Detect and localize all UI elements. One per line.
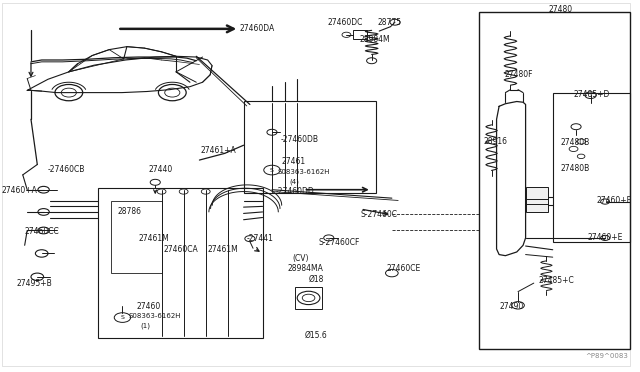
- Bar: [479, 12, 630, 349]
- Text: 27460CE: 27460CE: [387, 264, 421, 273]
- Text: 27495+B: 27495+B: [17, 279, 52, 288]
- Text: 28984MA: 28984MA: [288, 264, 324, 273]
- Text: 27460DC: 27460DC: [328, 18, 363, 27]
- Bar: [244, 101, 376, 193]
- Bar: [99, 188, 262, 338]
- Bar: [353, 30, 367, 39]
- Text: S-27460CF: S-27460CF: [318, 238, 360, 247]
- Text: 27440: 27440: [149, 165, 173, 174]
- Text: 27461M: 27461M: [138, 234, 169, 243]
- Text: 27480: 27480: [548, 6, 572, 15]
- Text: (1): (1): [141, 323, 151, 329]
- Text: -27441: -27441: [247, 234, 274, 243]
- Text: S08363-6162H: S08363-6162H: [128, 314, 180, 320]
- Text: 27460+F: 27460+F: [597, 196, 632, 205]
- Text: 27460+A: 27460+A: [2, 186, 38, 195]
- Text: S08363-6162H: S08363-6162H: [277, 169, 330, 175]
- Text: S: S: [120, 315, 124, 320]
- Text: Ø18: Ø18: [308, 275, 324, 284]
- Text: (CV): (CV): [292, 254, 308, 263]
- Text: 27461+A: 27461+A: [201, 146, 236, 155]
- Text: 27460DA: 27460DA: [239, 24, 275, 33]
- Text: Ø15.6: Ø15.6: [305, 330, 328, 340]
- Text: 27490: 27490: [499, 302, 524, 311]
- Text: -27460DD: -27460DD: [275, 187, 314, 196]
- Text: 27460: 27460: [136, 302, 161, 311]
- Bar: [553, 93, 630, 241]
- Text: -27460CB: -27460CB: [48, 165, 85, 174]
- Text: 27485+C: 27485+C: [538, 276, 574, 285]
- Text: 28916: 28916: [483, 137, 508, 146]
- Text: 27485+D: 27485+D: [573, 90, 610, 99]
- Text: 27461M: 27461M: [207, 245, 238, 254]
- Text: 27480F: 27480F: [504, 70, 532, 79]
- Bar: [525, 187, 548, 212]
- Bar: [294, 287, 323, 309]
- Text: 28775: 28775: [378, 18, 402, 27]
- Text: S: S: [270, 167, 274, 173]
- Text: -27460DB: -27460DB: [280, 135, 318, 144]
- Text: 27460CC: 27460CC: [25, 227, 60, 236]
- Bar: [111, 201, 161, 273]
- Text: 28786: 28786: [117, 207, 141, 216]
- Text: 27460CA: 27460CA: [163, 245, 198, 254]
- Text: S-27460C: S-27460C: [360, 211, 397, 219]
- Text: 27461: 27461: [282, 157, 305, 166]
- Text: 27480B: 27480B: [561, 164, 590, 173]
- Text: 28984M: 28984M: [359, 35, 390, 44]
- Text: 27460+E: 27460+E: [588, 233, 623, 243]
- Text: 27480B: 27480B: [561, 138, 590, 147]
- Text: (4): (4): [290, 178, 300, 185]
- Text: ^P89^0083: ^P89^0083: [586, 353, 628, 359]
